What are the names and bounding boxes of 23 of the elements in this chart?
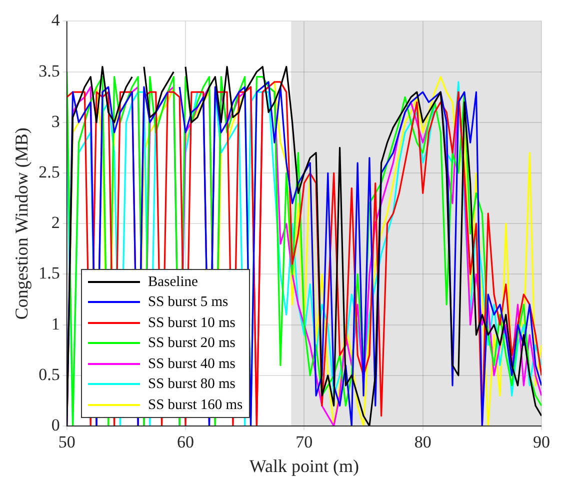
y-tick-label: 2.5 bbox=[38, 162, 60, 182]
y-tick-label: 1.5 bbox=[38, 264, 60, 283]
legend-label: SS burst 80 ms bbox=[148, 375, 236, 394]
legend-label: SS burst 10 ms bbox=[148, 314, 236, 332]
legend-label: SS burst 40 ms bbox=[148, 354, 236, 374]
legend-label: SS burst 20 ms bbox=[148, 334, 236, 353]
x-tick-label: 70 bbox=[296, 432, 313, 452]
legend-label: SS burst 5 ms bbox=[148, 293, 228, 312]
y-tick-label: 1 bbox=[51, 314, 60, 334]
x-axis-title: Walk point (m) bbox=[249, 456, 359, 476]
y-tick-label: 4 bbox=[51, 10, 60, 30]
x-tick-label: 50 bbox=[58, 432, 76, 452]
y-tick-label: 2 bbox=[51, 213, 60, 232]
legend-label: SS burst 160 ms bbox=[148, 396, 243, 414]
y-tick-label: 3.5 bbox=[38, 61, 60, 80]
x-tick-label: 90 bbox=[533, 432, 550, 452]
y-axis-title: Congestion Window (MB) bbox=[12, 128, 32, 320]
y-tick-label: 3 bbox=[51, 112, 60, 131]
y-tick-label: 0.5 bbox=[38, 364, 60, 384]
y-tick-label: 0 bbox=[51, 415, 60, 434]
x-tick-label: 60 bbox=[177, 432, 194, 452]
legend-label: Baseline bbox=[148, 272, 198, 292]
x-tick-label: 80 bbox=[414, 432, 432, 452]
